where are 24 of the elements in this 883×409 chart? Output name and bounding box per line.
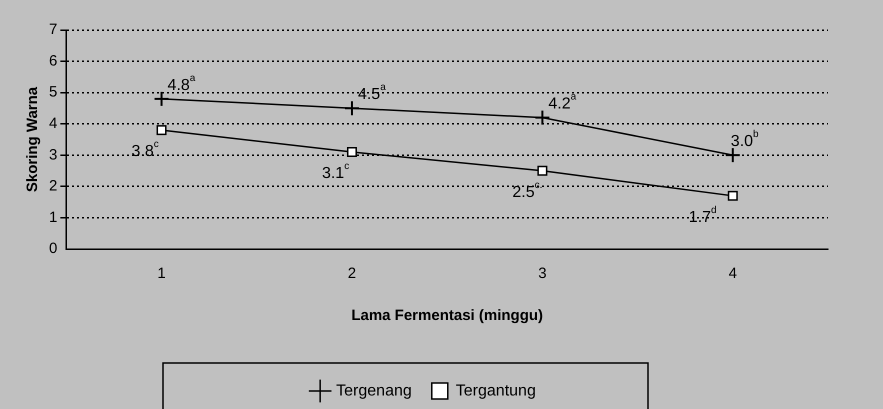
y-tick-label: 0 xyxy=(49,240,58,258)
y-tick-label: 1 xyxy=(49,208,58,226)
legend-label: Tergantung xyxy=(456,382,536,400)
point xyxy=(154,90,170,107)
point xyxy=(728,190,738,201)
y-tick-label: 6 xyxy=(49,52,58,70)
x-tick-label: 3 xyxy=(538,265,547,282)
point xyxy=(156,125,167,136)
y-tick-label: 3 xyxy=(49,146,58,164)
point xyxy=(724,147,741,164)
point xyxy=(537,166,548,176)
x-tick-label: 4 xyxy=(728,265,737,282)
y-tick-label: 7 xyxy=(49,21,58,38)
y-tick-label: 5 xyxy=(49,84,58,101)
x-tick-label: 2 xyxy=(348,265,356,282)
point xyxy=(344,100,360,116)
y-tick-label: 2 xyxy=(49,178,58,195)
y-axis-title: Skoring Warna xyxy=(24,86,42,192)
legend-label: Tergenang xyxy=(336,382,412,400)
x-tick-label: 1 xyxy=(157,265,166,282)
point xyxy=(346,147,357,158)
point xyxy=(534,110,550,126)
y-tick-label: 4 xyxy=(49,115,58,132)
x-axis-title: Lama Fermentasi (minggu) xyxy=(351,307,544,324)
